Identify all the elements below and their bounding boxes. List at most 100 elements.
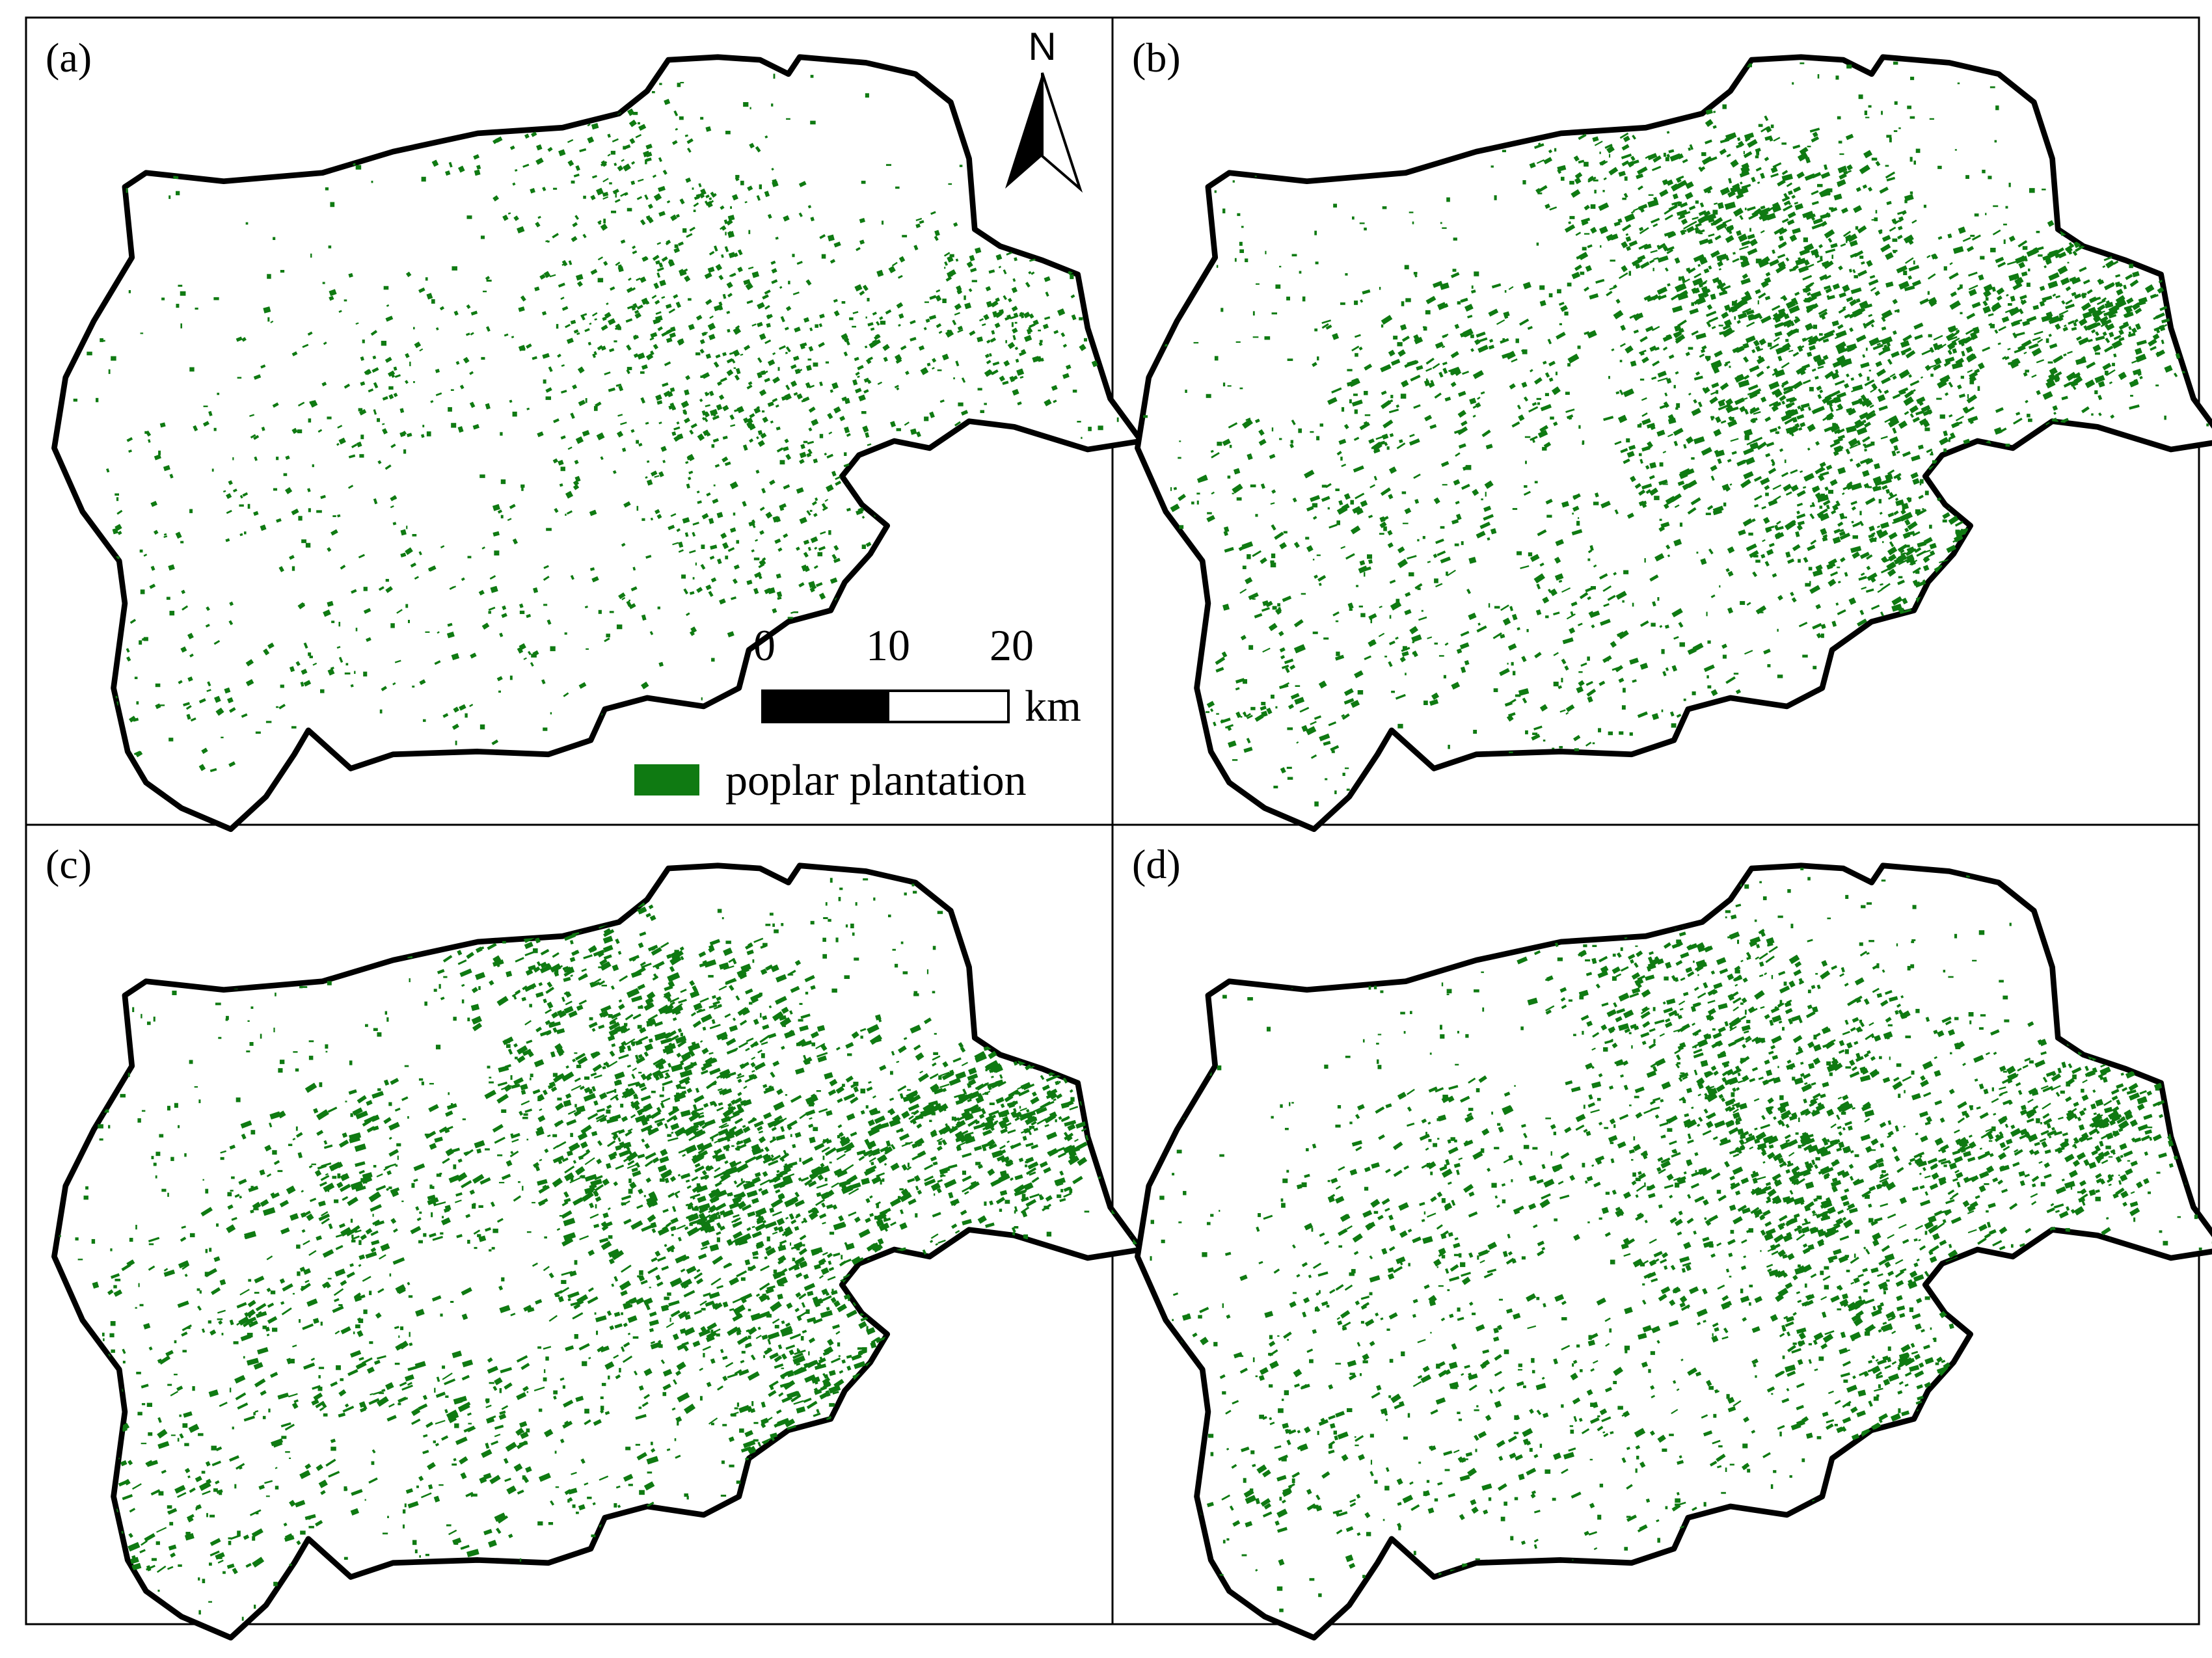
plantation-patch xyxy=(1626,101,1636,107)
plantation-patch xyxy=(509,84,511,87)
plantation-patch xyxy=(1528,552,1533,557)
plantation-patch xyxy=(1191,501,1194,505)
plantation-patch xyxy=(1845,133,1854,140)
plantation-patch xyxy=(1795,258,1807,266)
plantation-patch xyxy=(345,663,349,666)
plantation-patch xyxy=(1140,695,1144,698)
plantation-patch xyxy=(207,681,211,687)
plantation-patch xyxy=(1875,360,1883,368)
plantation-patch xyxy=(1746,440,1754,446)
plantation-patch xyxy=(1798,265,1809,273)
plantation-patch xyxy=(2136,369,2142,377)
plantation-patch xyxy=(1835,330,1847,338)
plantation-patch xyxy=(1245,713,1252,718)
plantation-patch xyxy=(532,650,539,657)
plantation-patch xyxy=(1692,216,1699,221)
plantation-patch xyxy=(686,233,693,238)
plantation-patch xyxy=(1683,699,1686,701)
plantation-patch xyxy=(1952,246,1964,254)
plantation-patch xyxy=(428,565,437,572)
plantation-patch xyxy=(844,605,849,609)
plantation-patch xyxy=(180,323,183,328)
plantation-patch xyxy=(451,423,457,428)
plantation-patch xyxy=(1841,207,1848,214)
plantation-patch xyxy=(1537,429,1548,438)
plantation-patch xyxy=(1664,214,1673,221)
plantation-patch xyxy=(1002,381,1009,385)
plantation-patch xyxy=(1969,624,1975,628)
plantation-patch xyxy=(2118,323,2129,330)
plantation-patch xyxy=(1725,676,1736,684)
plantation-patch xyxy=(2177,325,2185,330)
plantation-patch xyxy=(1286,297,1290,301)
plantation-patch xyxy=(1584,233,1590,235)
plantation-patch xyxy=(594,318,597,321)
plantation-patch xyxy=(1856,641,1868,651)
plantation-patch xyxy=(1867,377,1870,381)
plantation-patch xyxy=(670,513,677,517)
plantation-patch xyxy=(169,738,174,742)
plantation-patch xyxy=(1379,516,1386,523)
plantation-patch xyxy=(673,435,680,442)
plantation-patch xyxy=(1870,287,1876,292)
plantation-patch xyxy=(1774,369,1785,378)
plantation-patch xyxy=(975,247,982,254)
plantation-patch xyxy=(1968,284,1978,291)
plantation-patch xyxy=(1025,282,1031,288)
plantation-patch xyxy=(1817,74,1820,79)
plantation-patch xyxy=(2008,306,2020,317)
plantation-patch xyxy=(1691,457,1695,460)
plantation-patch xyxy=(764,135,768,139)
plantation-patch xyxy=(1144,358,1150,361)
plantation-patch xyxy=(1977,362,1985,370)
plantation-patch xyxy=(95,397,99,403)
plantation-patch xyxy=(1674,202,1678,207)
plantation-patch xyxy=(2069,624,2072,630)
plantation-patch xyxy=(1313,72,1317,77)
plantation-patch xyxy=(1327,507,1330,510)
plantation-patch xyxy=(2101,310,2105,314)
plantation-patch xyxy=(1708,316,1719,323)
plantation-patch xyxy=(530,131,537,137)
plantation-patch xyxy=(2071,327,2077,331)
plantation-patch xyxy=(798,212,803,217)
plantation-patch xyxy=(2163,271,2171,277)
plantation-patch xyxy=(1145,362,1148,364)
plantation-patch xyxy=(178,680,183,684)
plantation-patch xyxy=(2173,372,2178,377)
plantation-patch xyxy=(1956,286,1963,291)
plantation-patch xyxy=(626,369,630,375)
plantation-patch xyxy=(1279,647,1286,653)
plantation-patch xyxy=(126,436,133,442)
plantation-patch xyxy=(656,400,663,405)
plantation-patch xyxy=(1223,526,1230,533)
plantation-patch xyxy=(224,687,231,694)
plantation-patch xyxy=(1928,613,1936,621)
plantation-patch xyxy=(1629,314,1636,319)
plantation-patch xyxy=(1264,336,1271,340)
plantation-patch xyxy=(1430,380,1435,385)
plantation-patch xyxy=(1193,209,1198,213)
plantation-patch xyxy=(1990,460,2001,468)
plantation-patch xyxy=(1585,265,1592,272)
plantation-patch xyxy=(653,193,662,202)
plantation-patch xyxy=(1381,315,1393,325)
plantation-patch xyxy=(1578,159,1585,164)
plantation-patch xyxy=(1828,237,1833,243)
plantation-patch xyxy=(692,187,694,190)
plantation-patch xyxy=(221,736,224,739)
plantation-patch xyxy=(669,387,675,392)
plantation-patch xyxy=(1012,334,1016,340)
plantation-patch xyxy=(742,501,747,507)
plantation-patch xyxy=(209,768,217,773)
plantation-patch xyxy=(1718,268,1721,271)
plantation-patch xyxy=(128,449,132,453)
plantation-patch xyxy=(115,493,120,496)
plantation-patch xyxy=(1222,208,1226,213)
plantation-patch xyxy=(2078,676,2083,678)
plantation-patch xyxy=(902,449,910,457)
plantation-patch xyxy=(1620,448,1628,453)
plantation-patch xyxy=(2030,707,2036,709)
plantation-patch xyxy=(1564,312,1569,316)
plantation-patch xyxy=(1415,805,1420,809)
